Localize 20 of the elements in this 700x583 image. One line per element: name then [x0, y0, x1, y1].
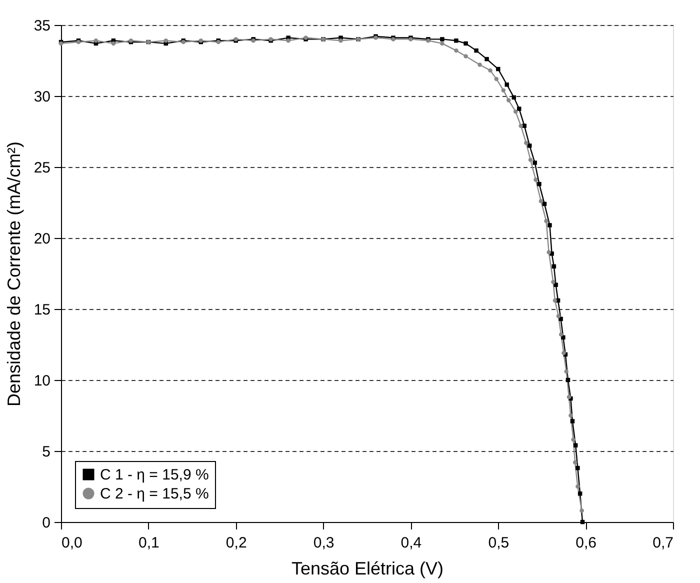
y-tick-label: 5: [42, 444, 50, 460]
x-tick-label: 0,7: [652, 534, 674, 552]
y-tick-label: 20: [34, 230, 50, 248]
y-tick-label: 35: [34, 18, 50, 34]
y-tick-label: 25: [34, 160, 50, 176]
x-tick-label: 0,6: [576, 534, 596, 552]
legend-label: C 1 - η = 15,9 %: [100, 466, 209, 484]
x-axis-title: Tensão Elétrica (V): [291, 558, 444, 578]
y-tick-label: 15: [34, 302, 50, 318]
y-tick-label: 10: [34, 372, 50, 390]
x-tick-label: 0,5: [488, 534, 510, 552]
legend-label: C 2 - η = 15,5 %: [100, 486, 209, 502]
x-tick-label: 0,1: [138, 534, 160, 552]
x-tick-label: 0,3: [313, 534, 334, 552]
y-tick-label: 0: [42, 514, 50, 532]
x-tick-label: 0,0: [62, 534, 82, 552]
x-tick-label: 0,4: [400, 534, 422, 552]
y-axis-title: Densidade de Corrente (mA/cm²): [4, 141, 24, 407]
x-tick-label: 0,2: [226, 534, 247, 552]
y-tick-label: 30: [34, 88, 50, 106]
